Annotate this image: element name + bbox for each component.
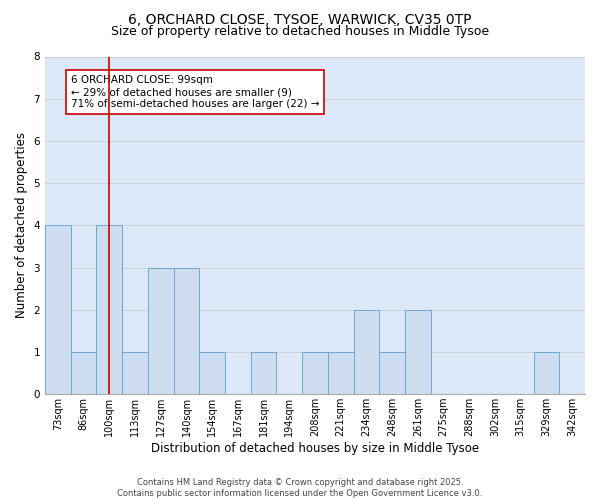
Bar bbox=[353, 310, 379, 394]
Text: 6 ORCHARD CLOSE: 99sqm
← 29% of detached houses are smaller (9)
71% of semi-deta: 6 ORCHARD CLOSE: 99sqm ← 29% of detached… bbox=[71, 76, 319, 108]
Bar bbox=[199, 352, 225, 394]
Bar bbox=[71, 352, 97, 394]
X-axis label: Distribution of detached houses by size in Middle Tysoe: Distribution of detached houses by size … bbox=[151, 442, 479, 455]
Bar bbox=[533, 352, 559, 394]
Y-axis label: Number of detached properties: Number of detached properties bbox=[15, 132, 28, 318]
Bar bbox=[45, 226, 71, 394]
Text: Size of property relative to detached houses in Middle Tysoe: Size of property relative to detached ho… bbox=[111, 25, 489, 38]
Bar bbox=[148, 268, 173, 394]
Bar bbox=[173, 268, 199, 394]
Text: Contains HM Land Registry data © Crown copyright and database right 2025.
Contai: Contains HM Land Registry data © Crown c… bbox=[118, 478, 482, 498]
Bar bbox=[405, 310, 431, 394]
Bar bbox=[97, 226, 122, 394]
Bar bbox=[122, 352, 148, 394]
Text: 6, ORCHARD CLOSE, TYSOE, WARWICK, CV35 0TP: 6, ORCHARD CLOSE, TYSOE, WARWICK, CV35 0… bbox=[128, 12, 472, 26]
Bar bbox=[251, 352, 277, 394]
Bar bbox=[379, 352, 405, 394]
Bar bbox=[302, 352, 328, 394]
Bar bbox=[328, 352, 353, 394]
